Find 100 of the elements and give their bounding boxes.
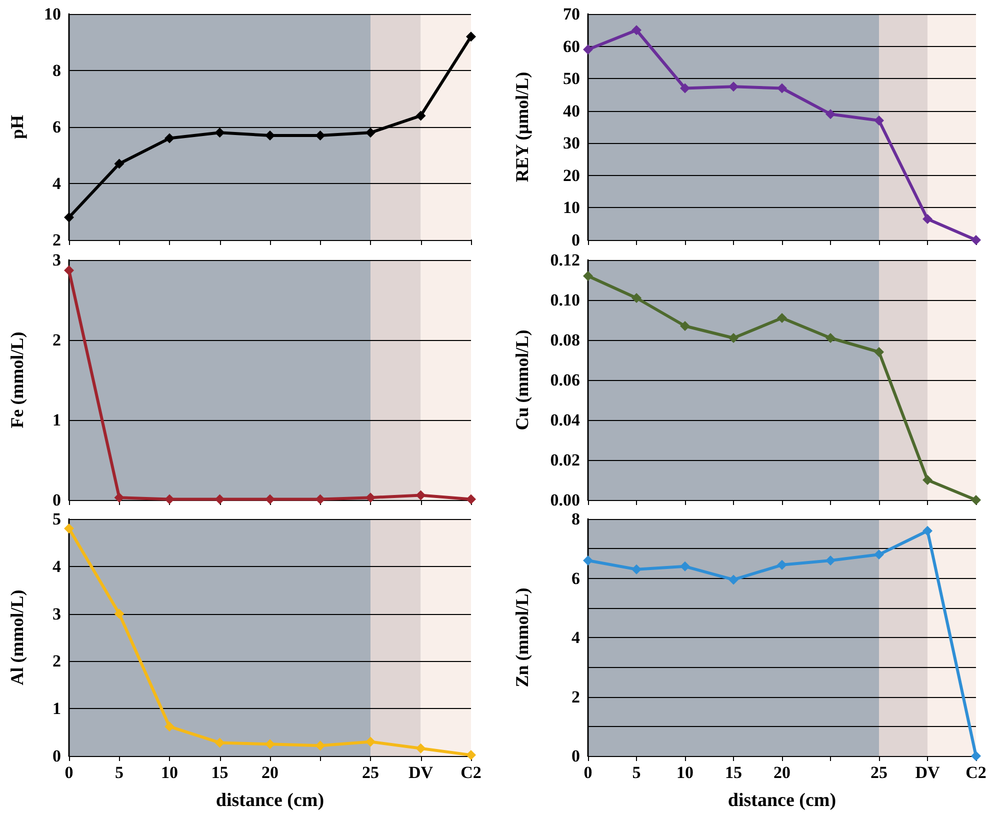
point <box>583 271 593 281</box>
y-axis-title: Cu (mmol/L) <box>512 330 532 430</box>
point <box>922 214 932 224</box>
x-axis-title: distance (cm) <box>728 790 836 811</box>
y-tick-label: 2 <box>572 687 580 706</box>
point <box>315 740 326 751</box>
x-tick-label: 20 <box>262 763 278 782</box>
point <box>64 265 74 276</box>
point <box>416 490 426 500</box>
point <box>366 736 376 747</box>
point <box>315 494 326 504</box>
y-tick-label: 0 <box>52 490 61 510</box>
y-tick-label: 8 <box>52 61 61 80</box>
y-tick-label: 6 <box>572 568 580 588</box>
point <box>265 494 275 504</box>
y-tick-label: 1 <box>52 410 61 430</box>
y-tick-label: 4 <box>52 174 62 193</box>
y-tick-label: 8 <box>572 510 580 528</box>
y-tick-label: 4 <box>52 556 62 576</box>
point <box>466 750 476 760</box>
x-tick-label: 25 <box>870 763 888 782</box>
y-tick-label: 0 <box>572 746 580 766</box>
point <box>632 293 642 303</box>
point <box>922 475 932 485</box>
x-tick-label: 15 <box>725 763 742 782</box>
point <box>874 116 884 126</box>
y-tick-label: 0.08 <box>550 330 580 350</box>
point <box>214 738 225 748</box>
point <box>164 133 174 144</box>
x-tick-label: 10 <box>676 763 694 782</box>
x-axis-title: distance (cm) <box>216 790 324 811</box>
y-tick-label: 20 <box>563 166 580 185</box>
y-tick-label: 2 <box>52 330 61 350</box>
y-tick-label: 2 <box>52 230 61 250</box>
point <box>874 550 884 560</box>
x-tick-label: 10 <box>161 763 178 782</box>
x-tick-label: 15 <box>211 763 228 782</box>
y-tick-label: 10 <box>44 4 61 24</box>
point <box>777 560 787 570</box>
point <box>874 347 884 357</box>
point <box>64 523 74 534</box>
y-tick-label: 0.06 <box>550 370 580 390</box>
point <box>922 526 932 536</box>
point <box>114 158 124 169</box>
point <box>632 564 642 574</box>
point <box>826 333 836 343</box>
y-tick-label: 0.02 <box>550 450 580 470</box>
point <box>366 492 376 503</box>
x-tick-label: 0 <box>584 763 592 782</box>
point <box>777 83 787 94</box>
y-tick-label: 30 <box>563 134 580 153</box>
x-tick-label: C2 <box>460 763 482 782</box>
point <box>466 32 476 42</box>
y-tick-label: 40 <box>563 101 580 120</box>
y-tick-label: 50 <box>563 69 580 88</box>
y-axis-title: REY (µmol/L) <box>512 72 532 182</box>
y-axis-title: Al (mmol/L) <box>7 590 27 686</box>
x-tick-label: 0 <box>64 763 74 782</box>
point <box>728 574 738 585</box>
point <box>583 555 593 566</box>
y-tick-label: 5 <box>52 510 61 528</box>
point <box>164 722 174 732</box>
y-tick-label: 4 <box>572 628 580 647</box>
y-axis-title: Fe (mmol/L) <box>7 332 27 428</box>
point <box>728 333 738 343</box>
y-axis-title: pH <box>7 114 27 140</box>
x-tick-label: 25 <box>362 763 379 782</box>
point <box>265 739 275 750</box>
y-tick-label: 0.12 <box>550 250 580 270</box>
point <box>826 555 836 566</box>
x-tick-label: C2 <box>966 763 986 782</box>
point <box>64 212 74 222</box>
point <box>214 128 225 138</box>
y-tick-label: 1 <box>52 699 61 718</box>
y-tick-label: 3 <box>52 250 61 270</box>
point <box>680 321 690 331</box>
point <box>826 109 836 120</box>
y-tick-label: 6 <box>52 118 61 136</box>
y-axis-title: Zn (mmol/L) <box>512 588 532 688</box>
y-tick-label: 0 <box>52 746 61 766</box>
y-tick-label: 60 <box>563 36 580 56</box>
point <box>632 25 642 36</box>
x-tick-label: 5 <box>115 763 124 782</box>
point <box>680 83 690 94</box>
x-tick-label: 5 <box>632 763 641 782</box>
point <box>728 82 738 92</box>
y-tick-label: 70 <box>563 4 580 24</box>
x-tick-label: DV <box>408 763 434 782</box>
point <box>114 608 124 619</box>
y-tick-label: 10 <box>563 198 580 218</box>
point <box>315 130 326 140</box>
point <box>777 313 787 323</box>
point <box>583 44 593 55</box>
y-tick-label: 0.10 <box>550 290 580 310</box>
point <box>114 492 124 503</box>
point <box>680 561 690 572</box>
y-tick-label: 0.00 <box>550 490 580 510</box>
y-tick-label: 0 <box>572 230 580 250</box>
point <box>214 494 225 504</box>
point <box>164 494 174 504</box>
